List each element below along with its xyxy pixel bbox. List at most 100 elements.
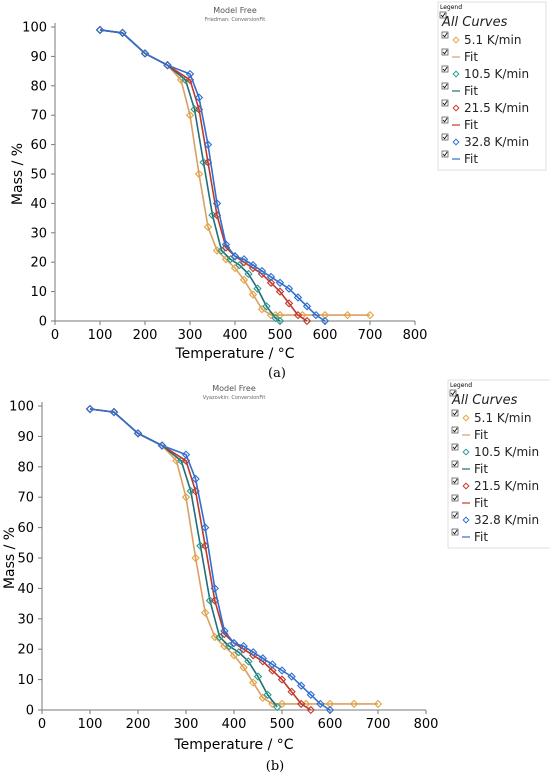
data-point	[140, 49, 150, 58]
x-tick-label: 700	[358, 328, 383, 343]
legend-checkbox[interactable]	[441, 82, 449, 90]
legend-checkbox[interactable]	[441, 48, 449, 56]
legend-checkbox[interactable]	[451, 426, 459, 434]
x-tick-label: 500	[270, 717, 295, 732]
data-point	[191, 474, 200, 484]
legend-checkbox[interactable]	[451, 528, 459, 536]
x-tick-label: 700	[366, 717, 391, 732]
check-icon	[442, 117, 448, 123]
data-point	[203, 222, 213, 232]
legend-entry-label[interactable]: 5.1 K/min	[474, 411, 531, 425]
legend-entry-label[interactable]: Fit	[474, 530, 488, 544]
y-tick-label: 20	[17, 643, 34, 658]
data-point	[266, 278, 276, 287]
x-tick-label: 300	[174, 717, 199, 732]
data-point	[253, 672, 263, 681]
y-tick-label: 10	[17, 673, 34, 688]
legend-entry-label[interactable]: Fit	[474, 462, 488, 476]
data-point	[275, 278, 285, 287]
legend-checkbox[interactable]	[451, 460, 459, 468]
fit-line	[99, 29, 370, 316]
legend-checkbox[interactable]	[451, 443, 459, 451]
series-10-5-k-min	[85, 404, 282, 712]
y-tick-label: 100	[9, 400, 34, 415]
fit-line	[89, 408, 312, 711]
check-icon	[442, 151, 448, 157]
data-point	[212, 246, 222, 255]
data-point	[85, 404, 95, 414]
legend-entry-label[interactable]: 21.5 K/min	[464, 101, 529, 115]
data-point	[268, 660, 277, 669]
data-point	[277, 675, 287, 684]
data-point	[249, 648, 258, 657]
data-point	[185, 69, 195, 79]
x-tick-label: 100	[78, 717, 103, 732]
legend-checkbox[interactable]	[451, 409, 459, 417]
legend-entry-label[interactable]: 32.8 K/min	[464, 135, 529, 149]
legend-entry-label[interactable]: Fit	[464, 84, 478, 98]
checkbox-box	[441, 150, 449, 158]
checkbox-box	[441, 133, 449, 141]
legend-entry-label[interactable]: 5.1 K/min	[464, 33, 521, 47]
legend-checkbox[interactable]	[439, 11, 447, 19]
legend-checkbox[interactable]	[449, 389, 457, 397]
checkbox-box	[441, 99, 449, 107]
y-tick-label: 70	[17, 491, 34, 506]
data-point	[311, 310, 321, 320]
legend-checkbox[interactable]	[441, 31, 449, 39]
series-32-8-k-min	[95, 25, 330, 326]
legend-entry-label[interactable]: 32.8 K/min	[474, 513, 539, 527]
legend-entry-label[interactable]: Fit	[464, 118, 478, 132]
y-tick-label: 10	[30, 285, 47, 300]
data-point	[349, 699, 359, 709]
checkbox-box	[449, 389, 457, 397]
data-point	[287, 687, 296, 696]
checkbox-box	[451, 443, 459, 451]
data-point	[196, 541, 205, 551]
checkbox-box	[451, 511, 459, 519]
data-point	[365, 310, 375, 320]
panel-caption: (b)	[266, 759, 284, 774]
data-point	[253, 284, 262, 293]
legend-checkbox[interactable]	[441, 99, 449, 107]
series-5-1-k-min	[95, 25, 375, 320]
series-21-5-k-min	[95, 25, 312, 326]
data-point	[257, 266, 267, 276]
y-tick-label: 60	[17, 521, 34, 536]
legend-entry-label[interactable]: Fit	[464, 50, 478, 64]
y-tick-label: 30	[17, 612, 34, 627]
legend-entry-label[interactable]: 10.5 K/min	[464, 67, 529, 81]
data-point	[234, 648, 243, 657]
legend-all-curves[interactable]: All Curves	[451, 393, 518, 408]
legend-checkbox[interactable]	[441, 133, 449, 141]
legend-checkbox[interactable]	[441, 150, 449, 158]
legend-marker-icon	[452, 138, 460, 146]
legend-checkbox[interactable]	[451, 511, 459, 519]
checkbox-box	[441, 82, 449, 90]
data-point	[157, 441, 167, 450]
panel-caption: (a)	[268, 366, 286, 381]
legend-checkbox[interactable]	[451, 477, 459, 485]
legend-entry-label[interactable]: 21.5 K/min	[474, 479, 539, 493]
x-tick-label: 200	[133, 328, 158, 343]
legend-entry-label[interactable]: Fit	[474, 496, 488, 510]
data-point	[194, 93, 204, 102]
y-axis-label: Mass / %	[2, 527, 18, 589]
check-icon	[442, 134, 448, 140]
checkbox-box	[451, 409, 459, 417]
data-point	[239, 663, 248, 672]
data-point	[249, 678, 258, 687]
data-point	[258, 654, 267, 663]
legend-entry-label[interactable]: Fit	[464, 152, 478, 166]
data-point	[210, 632, 219, 642]
legend-entry-label[interactable]: Fit	[474, 428, 488, 442]
check-icon	[442, 100, 448, 106]
legend-checkbox[interactable]	[451, 494, 459, 502]
legend-checkbox[interactable]	[441, 116, 449, 124]
legend-all-curves[interactable]: All Curves	[441, 15, 508, 30]
legend-entry-label[interactable]: 10.5 K/min	[474, 445, 539, 459]
data-point	[244, 657, 253, 666]
x-tick-label: 300	[178, 328, 203, 343]
data-point	[185, 111, 195, 120]
legend-checkbox[interactable]	[441, 65, 449, 73]
